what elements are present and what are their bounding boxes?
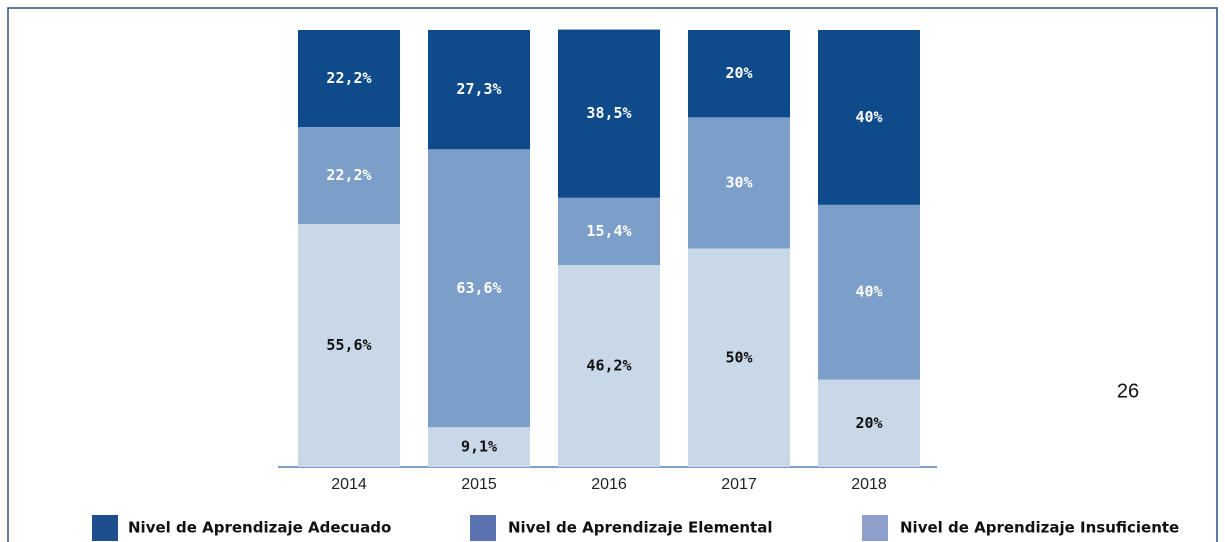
legend-swatch [470,515,496,541]
bar-segment [688,30,790,118]
bar-segment [688,117,790,249]
data-label: 9,1% [461,438,497,456]
bar-segment [298,30,400,128]
x-tick-label: 2017 [721,476,757,493]
data-label: 22,2% [326,69,371,87]
page-number: 26 [1117,380,1139,402]
x-tick-label: 2015 [461,476,497,493]
data-label: 55,6% [326,336,371,354]
data-label: 20% [725,64,752,82]
data-label: 27,3% [456,80,501,98]
frame [7,7,1218,542]
bar-segment [558,197,660,266]
data-label: 38,5% [586,104,631,122]
data-label: 63,6% [456,279,501,297]
bar-segment [818,204,920,380]
bar-segment [298,224,400,467]
data-label: 30% [725,173,752,191]
bar-segment [688,248,790,467]
data-label: 46,2% [586,357,631,375]
bar-segment [558,265,660,467]
bar-segment [558,29,660,198]
legend-swatch [92,515,118,541]
bar-segment [818,379,920,467]
data-label: 20% [855,414,882,432]
legend-label: Nivel de Aprendizaje Insuficiente [900,519,1179,537]
bar-segment [428,30,530,150]
data-label: 40% [855,108,882,126]
x-tick-label: 2016 [591,476,627,493]
legend-swatch [862,515,888,541]
data-label: 40% [855,283,882,301]
bar-segment [298,127,400,225]
bar-segment [428,149,530,428]
bar-segment [428,427,530,467]
data-label: 15,4% [586,222,631,240]
x-tick-label: 2018 [851,476,887,493]
bar-segment [818,30,920,205]
data-label: 50% [725,348,752,366]
legend-label: Nivel de Aprendizaje Elemental [508,519,773,537]
legend-label: Nivel de Aprendizaje Adecuado [128,519,391,537]
data-label: 22,2% [326,166,371,184]
x-tick-label: 2014 [331,476,367,493]
